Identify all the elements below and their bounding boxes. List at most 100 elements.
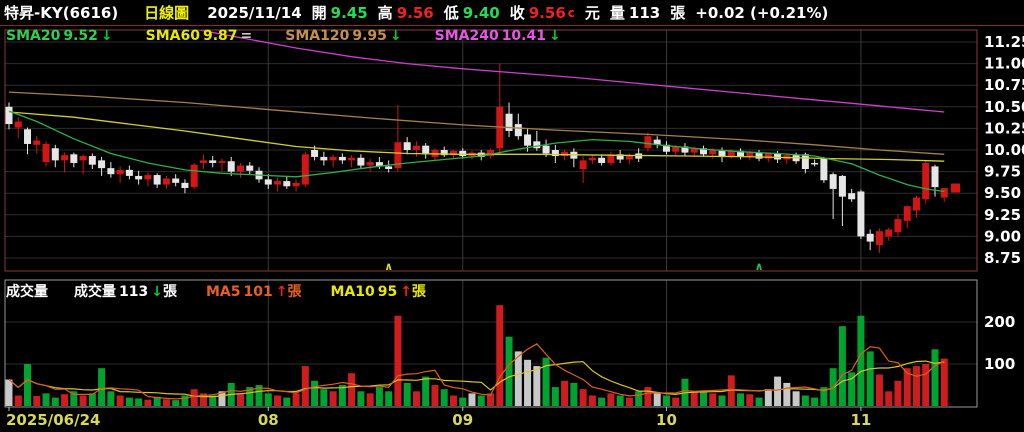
volume-bar: [431, 385, 439, 406]
volume-bar: [449, 395, 457, 406]
volume-bar: [875, 374, 883, 406]
svg-text:11.00: 11.00: [984, 55, 1024, 73]
volume-bar: [811, 397, 819, 406]
candle: [79, 156, 87, 161]
volume-bar: [672, 397, 680, 406]
volume-bar: [774, 376, 782, 406]
volume-axis-label: 200: [984, 313, 1015, 331]
candle: [746, 152, 754, 157]
candle: [542, 145, 550, 154]
candle: [737, 150, 745, 157]
volume-bar: [107, 391, 115, 406]
svg-text:10.00: 10.00: [984, 141, 1024, 159]
candle: [190, 164, 198, 188]
date-axis-label: 09: [452, 411, 473, 429]
candle: [912, 197, 920, 211]
svg-text:10.25: 10.25: [984, 119, 1024, 137]
date-label: 2025/11/14: [207, 3, 302, 22]
candle: [125, 169, 133, 176]
volume-bar: [764, 389, 772, 406]
candle: [598, 157, 606, 163]
candle: [88, 156, 96, 165]
chart-type-label[interactable]: 日線圖: [144, 4, 190, 22]
candle: [61, 155, 69, 161]
volume-bar: [820, 387, 828, 406]
candle: [774, 153, 782, 160]
candle: [70, 154, 78, 163]
candle: [449, 150, 457, 156]
candle: [301, 154, 309, 185]
high-value: 9.56: [396, 3, 434, 22]
volume-bar: [116, 395, 124, 406]
candle: [98, 160, 106, 169]
volume-bars: [5, 305, 948, 406]
date-axis: 2025/06/24 08 09 10 11: [6, 407, 871, 429]
volume-bar: [487, 393, 495, 406]
candle: [922, 162, 930, 200]
volume-bar: [246, 387, 254, 406]
candle: [209, 160, 217, 163]
event-marker-icon[interactable]: ∧: [384, 260, 393, 273]
volume-bar: [653, 393, 661, 406]
volume-bar: [385, 391, 393, 406]
volume-bar: [42, 393, 50, 406]
volume-bar: [533, 366, 541, 406]
candle: [33, 140, 41, 145]
volume-axis-label: 100: [984, 355, 1015, 373]
close-flag: c: [567, 5, 575, 20]
volume-bar: [912, 366, 920, 406]
candle: [338, 156, 346, 161]
candle: [459, 150, 467, 157]
volume-bar: [561, 380, 569, 406]
candle: [172, 178, 180, 183]
candle: [135, 175, 143, 180]
candle: [440, 150, 448, 156]
volume-bar: [70, 391, 78, 406]
candle: [727, 150, 735, 157]
volume-bar: [172, 400, 180, 406]
event-marker-icon[interactable]: ∧: [755, 260, 764, 273]
volume-bar: [468, 393, 476, 406]
volume-bar: [153, 396, 161, 406]
candle: [561, 151, 569, 157]
svg-text:9.00: 9.00: [984, 227, 1021, 245]
svg-text:11.25: 11.25: [984, 33, 1024, 51]
sma60-line: [8, 111, 945, 162]
volume-bar: [366, 393, 374, 406]
candle: [690, 148, 698, 153]
price-axis: 11.25 11.00 10.75 10.50 10.25 10.00 9.75 9.50 9.…: [984, 33, 1024, 373]
volume-bar: [727, 375, 735, 406]
volume-bar: [551, 387, 559, 406]
candle: [51, 148, 59, 161]
volume-bar: [33, 395, 41, 406]
svg-text:8.75: 8.75: [984, 249, 1021, 267]
volume-bar: [848, 372, 856, 406]
candle: [829, 174, 837, 189]
volume-bar: [700, 391, 707, 406]
volume-bar: [505, 336, 513, 406]
volume-bar: [931, 349, 939, 406]
volume-bar: [588, 395, 596, 406]
close-label: 收: [509, 4, 525, 22]
volume-bar: [885, 391, 893, 406]
candle: [487, 150, 495, 157]
candle: [153, 175, 161, 185]
candle: [764, 153, 772, 159]
low-value: 9.40: [462, 3, 500, 22]
volume-bar: [357, 391, 365, 406]
svg-text:9.50: 9.50: [984, 184, 1021, 202]
candle: [672, 146, 680, 152]
volume-bar: [570, 382, 578, 406]
volume-bar: [662, 395, 670, 406]
candle: [551, 150, 559, 157]
candle: [403, 142, 411, 150]
candle: [885, 229, 893, 237]
volume-bar: [320, 389, 328, 406]
volume-bar: [348, 373, 356, 406]
candle: [940, 188, 948, 198]
candle: [412, 145, 420, 150]
volume-bar: [190, 389, 198, 406]
candle: [394, 142, 402, 169]
candle: [283, 181, 291, 187]
